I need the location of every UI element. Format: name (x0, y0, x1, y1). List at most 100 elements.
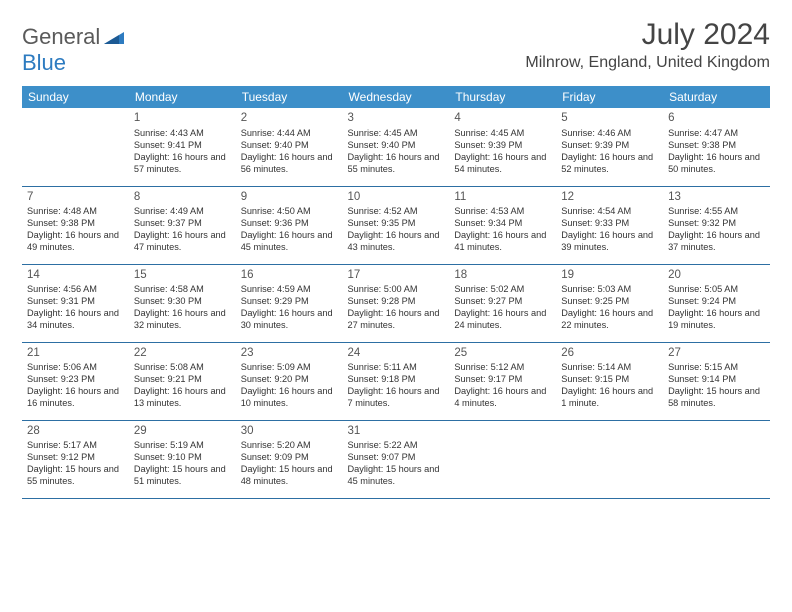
sunrise-text: Sunrise: 5:00 AM (348, 284, 445, 296)
daylight-text: Daylight: 16 hours and 50 minutes. (668, 152, 765, 176)
sunrise-text: Sunrise: 4:46 AM (561, 128, 658, 140)
sunrise-text: Sunrise: 5:02 AM (454, 284, 551, 296)
title-block: July 2024 Milnrow, England, United Kingd… (525, 18, 770, 72)
calendar-day-cell: 28Sunrise: 5:17 AMSunset: 9:12 PMDayligh… (22, 420, 129, 498)
day-info: Sunrise: 4:46 AMSunset: 9:39 PMDaylight:… (561, 128, 658, 176)
day-number: 30 (241, 424, 338, 439)
sunset-text: Sunset: 9:12 PM (27, 452, 124, 464)
day-header: Tuesday (236, 86, 343, 108)
sunrise-text: Sunrise: 5:11 AM (348, 362, 445, 374)
day-header: Sunday (22, 86, 129, 108)
calendar-empty-cell (449, 420, 556, 498)
day-info: Sunrise: 5:17 AMSunset: 9:12 PMDaylight:… (27, 440, 124, 488)
calendar-day-cell: 27Sunrise: 5:15 AMSunset: 9:14 PMDayligh… (663, 342, 770, 420)
day-info: Sunrise: 4:47 AMSunset: 9:38 PMDaylight:… (668, 128, 765, 176)
sunset-text: Sunset: 9:14 PM (668, 374, 765, 386)
day-info: Sunrise: 5:11 AMSunset: 9:18 PMDaylight:… (348, 362, 445, 410)
sunset-text: Sunset: 9:31 PM (27, 296, 124, 308)
sunset-text: Sunset: 9:34 PM (454, 218, 551, 230)
sunrise-text: Sunrise: 5:03 AM (561, 284, 658, 296)
location-text: Milnrow, England, United Kingdom (525, 54, 770, 72)
brand-logo: General (22, 24, 126, 50)
day-info: Sunrise: 5:12 AMSunset: 9:17 PMDaylight:… (454, 362, 551, 410)
sunset-text: Sunset: 9:36 PM (241, 218, 338, 230)
day-number: 2 (241, 111, 338, 126)
sunrise-text: Sunrise: 4:45 AM (454, 128, 551, 140)
daylight-text: Daylight: 16 hours and 24 minutes. (454, 308, 551, 332)
sunrise-text: Sunrise: 4:52 AM (348, 206, 445, 218)
day-number: 14 (27, 268, 124, 283)
sunset-text: Sunset: 9:07 PM (348, 452, 445, 464)
daylight-text: Daylight: 16 hours and 34 minutes. (27, 308, 124, 332)
logo-triangle-icon (104, 24, 124, 50)
calendar-day-cell: 30Sunrise: 5:20 AMSunset: 9:09 PMDayligh… (236, 420, 343, 498)
sunset-text: Sunset: 9:30 PM (134, 296, 231, 308)
sunrise-text: Sunrise: 4:55 AM (668, 206, 765, 218)
sunrise-text: Sunrise: 5:09 AM (241, 362, 338, 374)
daylight-text: Daylight: 16 hours and 1 minute. (561, 386, 658, 410)
sunrise-text: Sunrise: 4:59 AM (241, 284, 338, 296)
sunset-text: Sunset: 9:23 PM (27, 374, 124, 386)
day-info: Sunrise: 4:55 AMSunset: 9:32 PMDaylight:… (668, 206, 765, 254)
day-header: Thursday (449, 86, 556, 108)
daylight-text: Daylight: 16 hours and 56 minutes. (241, 152, 338, 176)
daylight-text: Daylight: 16 hours and 55 minutes. (348, 152, 445, 176)
day-info: Sunrise: 5:09 AMSunset: 9:20 PMDaylight:… (241, 362, 338, 410)
calendar-day-cell: 14Sunrise: 4:56 AMSunset: 9:31 PMDayligh… (22, 264, 129, 342)
day-info: Sunrise: 4:45 AMSunset: 9:40 PMDaylight:… (348, 128, 445, 176)
day-info: Sunrise: 5:20 AMSunset: 9:09 PMDaylight:… (241, 440, 338, 488)
day-info: Sunrise: 4:45 AMSunset: 9:39 PMDaylight:… (454, 128, 551, 176)
day-info: Sunrise: 4:53 AMSunset: 9:34 PMDaylight:… (454, 206, 551, 254)
calendar-day-cell: 23Sunrise: 5:09 AMSunset: 9:20 PMDayligh… (236, 342, 343, 420)
sunset-text: Sunset: 9:32 PM (668, 218, 765, 230)
sunset-text: Sunset: 9:24 PM (668, 296, 765, 308)
day-info: Sunrise: 5:14 AMSunset: 9:15 PMDaylight:… (561, 362, 658, 410)
sunrise-text: Sunrise: 4:53 AM (454, 206, 551, 218)
calendar-day-cell: 22Sunrise: 5:08 AMSunset: 9:21 PMDayligh… (129, 342, 236, 420)
daylight-text: Daylight: 15 hours and 51 minutes. (134, 464, 231, 488)
sunrise-text: Sunrise: 5:19 AM (134, 440, 231, 452)
day-number: 17 (348, 268, 445, 283)
day-number: 15 (134, 268, 231, 283)
day-info: Sunrise: 4:52 AMSunset: 9:35 PMDaylight:… (348, 206, 445, 254)
day-info: Sunrise: 4:56 AMSunset: 9:31 PMDaylight:… (27, 284, 124, 332)
sunrise-text: Sunrise: 4:58 AM (134, 284, 231, 296)
day-number: 11 (454, 190, 551, 205)
day-header: Friday (556, 86, 663, 108)
daylight-text: Daylight: 16 hours and 45 minutes. (241, 230, 338, 254)
sunrise-text: Sunrise: 5:20 AM (241, 440, 338, 452)
calendar-body: 1Sunrise: 4:43 AMSunset: 9:41 PMDaylight… (22, 108, 770, 498)
sunrise-text: Sunrise: 4:47 AM (668, 128, 765, 140)
daylight-text: Daylight: 16 hours and 39 minutes. (561, 230, 658, 254)
daylight-text: Daylight: 16 hours and 22 minutes. (561, 308, 658, 332)
day-number: 26 (561, 346, 658, 361)
day-info: Sunrise: 5:06 AMSunset: 9:23 PMDaylight:… (27, 362, 124, 410)
calendar-day-cell: 13Sunrise: 4:55 AMSunset: 9:32 PMDayligh… (663, 186, 770, 264)
day-number: 13 (668, 190, 765, 205)
day-info: Sunrise: 5:08 AMSunset: 9:21 PMDaylight:… (134, 362, 231, 410)
daylight-text: Daylight: 15 hours and 48 minutes. (241, 464, 338, 488)
daylight-text: Daylight: 16 hours and 7 minutes. (348, 386, 445, 410)
day-header: Saturday (663, 86, 770, 108)
daylight-text: Daylight: 16 hours and 49 minutes. (27, 230, 124, 254)
sunset-text: Sunset: 9:17 PM (454, 374, 551, 386)
day-number: 21 (27, 346, 124, 361)
calendar-day-cell: 1Sunrise: 4:43 AMSunset: 9:41 PMDaylight… (129, 108, 236, 186)
sunrise-text: Sunrise: 5:05 AM (668, 284, 765, 296)
sunrise-text: Sunrise: 4:49 AM (134, 206, 231, 218)
sunset-text: Sunset: 9:09 PM (241, 452, 338, 464)
daylight-text: Daylight: 15 hours and 55 minutes. (27, 464, 124, 488)
day-info: Sunrise: 5:03 AMSunset: 9:25 PMDaylight:… (561, 284, 658, 332)
day-number: 1 (134, 111, 231, 126)
day-info: Sunrise: 5:19 AMSunset: 9:10 PMDaylight:… (134, 440, 231, 488)
day-info: Sunrise: 4:59 AMSunset: 9:29 PMDaylight:… (241, 284, 338, 332)
day-number: 12 (561, 190, 658, 205)
calendar-day-cell: 20Sunrise: 5:05 AMSunset: 9:24 PMDayligh… (663, 264, 770, 342)
day-number: 8 (134, 190, 231, 205)
calendar-day-cell: 2Sunrise: 4:44 AMSunset: 9:40 PMDaylight… (236, 108, 343, 186)
day-info: Sunrise: 5:05 AMSunset: 9:24 PMDaylight:… (668, 284, 765, 332)
day-number: 10 (348, 190, 445, 205)
sunset-text: Sunset: 9:29 PM (241, 296, 338, 308)
sunset-text: Sunset: 9:40 PM (348, 140, 445, 152)
daylight-text: Daylight: 16 hours and 19 minutes. (668, 308, 765, 332)
